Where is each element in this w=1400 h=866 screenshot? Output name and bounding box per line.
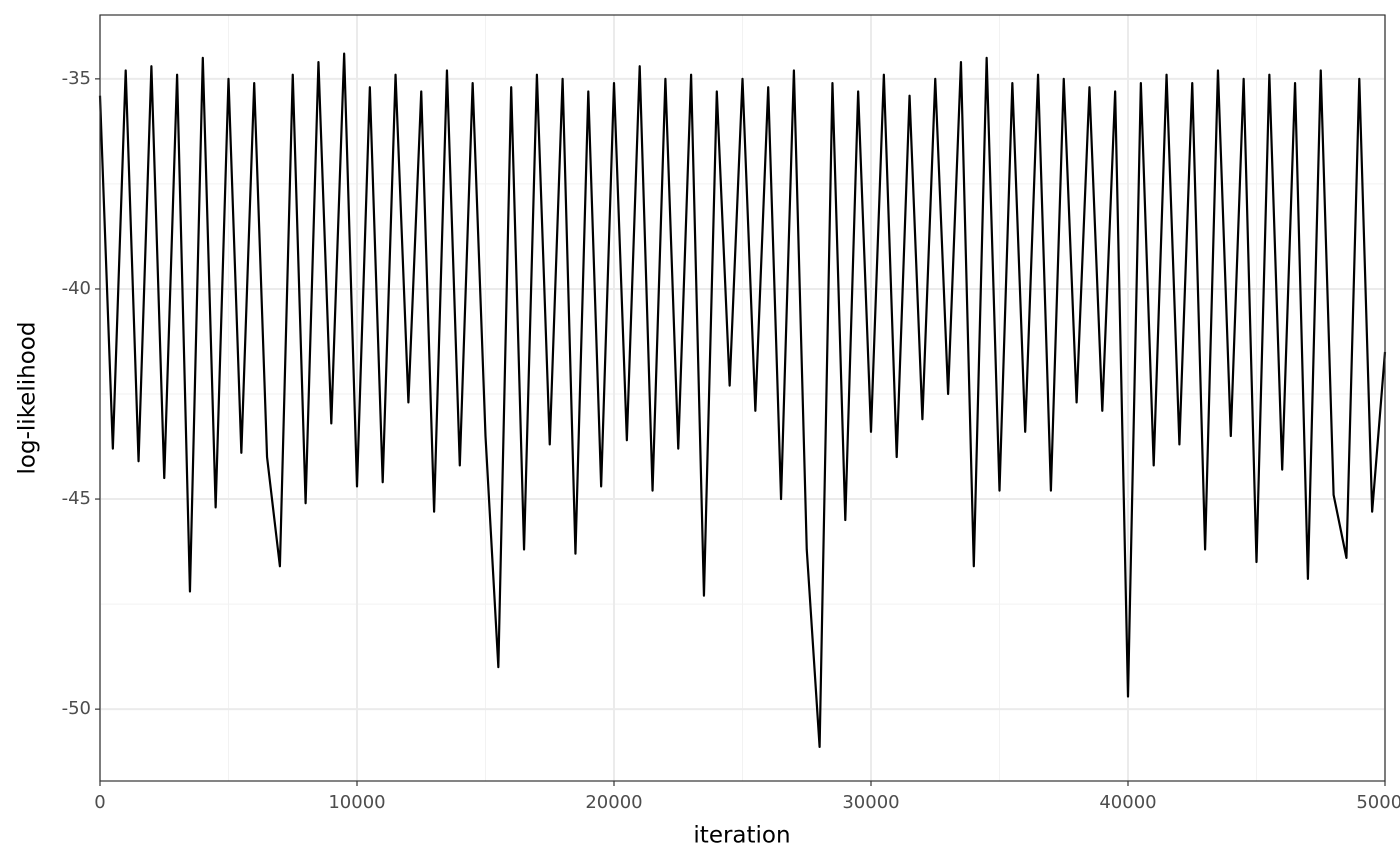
y-axis-title: log-likelihood (15, 322, 41, 475)
x-axis-title: iteration (693, 823, 790, 849)
panel-border (99, 14, 1386, 782)
x-tick-label: 40000 (1099, 792, 1156, 813)
x-tick-label: 0 (94, 792, 105, 813)
trace-line (98, 52, 1387, 749)
y-tick-label: -35 (62, 68, 91, 89)
x-tick-label: 30000 (842, 792, 899, 813)
y-tick-label: -45 (62, 488, 91, 509)
axes: -50 -45 -40 -35 0 10000 20000 30000 40000 50000 (62, 68, 1400, 813)
y-tick-label: -50 (62, 698, 91, 719)
x-tick-label: 20000 (585, 792, 642, 813)
y-tick-label: -40 (62, 278, 91, 299)
marks (98, 52, 1387, 749)
x-tick-label: 50000 (1356, 792, 1400, 813)
x-tick-label: 10000 (328, 792, 385, 813)
